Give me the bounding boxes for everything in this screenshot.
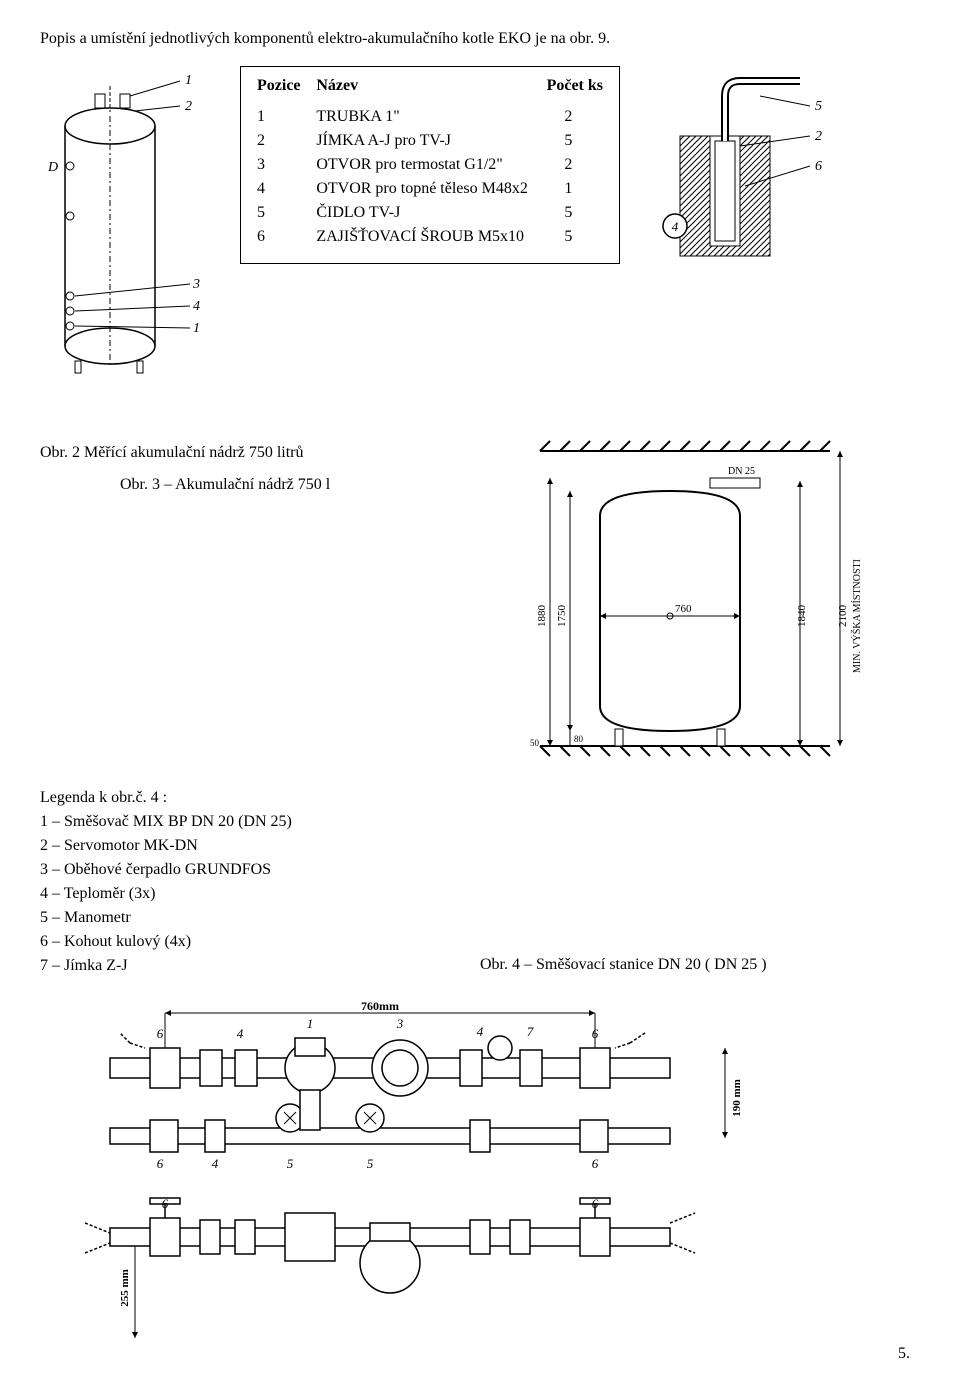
svg-text:4: 4 [477,1024,484,1039]
parts-table: Pozice Název Počet ks 1TRUBKA 1"2 2JÍMKA… [240,66,620,264]
hdr-nazev: Název [316,77,533,95]
svg-text:190 mm: 190 mm [731,1079,743,1117]
svg-text:MIN. VÝŠKA MÍSTNOSTI: MIN. VÝŠKA MÍSTNOSTI [851,559,863,673]
legend-item: 2 – Servomotor MK-DN [40,834,420,858]
svg-text:4: 4 [237,1026,244,1041]
svg-text:1840: 1840 [796,605,808,628]
hdr-pozice: Pozice [257,77,316,95]
table-row: 1TRUBKA 1"2 [257,105,603,129]
table-row: 3OTVOR pro termostat G1/2"2 [257,153,603,177]
fig4-diagram: 760mm 190 mm 255 mm [40,998,810,1348]
table-row: 2JÍMKA A-J pro TV-J5 [257,129,603,153]
table-row: 6ZAJIŠŤOVACÍ ŠROUB M5x105 [257,225,603,249]
svg-text:6: 6 [592,1026,599,1041]
legend-block: Legenda k obr.č. 4 : 1 – Směšovač MIX BP… [40,786,420,978]
svg-text:4: 4 [193,299,200,314]
top-row: D 1 2 3 4 1 Pozice Název Počet ks 1TRUBK… [40,66,920,406]
hdr-pocet: Počet ks [534,77,603,95]
page-number: 5. [898,1345,910,1363]
svg-text:4: 4 [212,1156,219,1171]
legend-item: 4 – Teploměr (3x) [40,882,420,906]
svg-text:2100: 2100 [837,605,849,628]
svg-text:2: 2 [185,99,192,114]
fig2-caption: Obr. 2 Měřící akumulační nádrž 750 litrů [40,444,440,462]
table-row: 4OTVOR pro topné těleso M48x21 [257,177,603,201]
svg-text:6: 6 [162,1196,169,1211]
svg-text:DN 25: DN 25 [728,466,755,477]
legend-row: Legenda k obr.č. 4 : 1 – Směšovač MIX BP… [40,786,920,978]
table-row: 5ČIDLO TV-J5 [257,201,603,225]
svg-text:6: 6 [592,1156,599,1171]
svg-text:1: 1 [193,321,200,336]
legend-title: Legenda k obr.č. 4 : [40,786,420,810]
svg-text:5: 5 [287,1156,294,1171]
svg-text:5: 5 [367,1156,374,1171]
svg-text:1750: 1750 [556,605,568,628]
svg-text:255 mm: 255 mm [119,1269,131,1307]
fig4-caption: Obr. 4 – Směšovací stanice DN 20 ( DN 25… [480,956,767,974]
intro-text: Popis a umístění jednotlivých komponentů… [40,30,920,48]
fig-tank-left: D 1 2 3 4 1 [40,66,220,406]
svg-text:5: 5 [815,99,822,114]
mid-row: Obr. 2 Měřící akumulační nádrž 750 litrů… [40,436,920,776]
legend-item: 5 – Manometr [40,906,420,930]
label-d: D [47,160,58,175]
legend-item: 6 – Kohout kulový (4x) [40,930,420,954]
svg-text:760mm: 760mm [361,999,399,1013]
legend-item: 7 – Jímka Z-J [40,954,420,978]
svg-text:50: 50 [530,738,540,748]
fig3-caption: Obr. 3 – Akumulační nádrž 750 l [120,476,440,494]
svg-text:7: 7 [527,1024,534,1039]
svg-text:3: 3 [396,1016,404,1031]
svg-text:4: 4 [672,219,679,234]
svg-text:760: 760 [675,603,692,615]
svg-text:6: 6 [592,1196,599,1211]
svg-text:1: 1 [307,1016,314,1031]
svg-text:80: 80 [574,734,584,744]
svg-text:6: 6 [815,159,822,174]
fig3-tank-diagram: DN 25 760 1750 1880 1840 MIN. VÝŠKA MÍST… [470,436,890,776]
svg-text:3: 3 [192,277,200,292]
svg-text:2: 2 [815,129,822,144]
svg-text:1: 1 [185,73,192,88]
svg-text:6: 6 [157,1026,164,1041]
svg-text:6: 6 [157,1156,164,1171]
legend-item: 3 – Oběhové čerpadlo GRUNDFOS [40,858,420,882]
svg-text:1880: 1880 [536,605,548,628]
fig-detail: 4 5 2 6 [640,66,840,286]
legend-item: 1 – Směšovač MIX BP DN 20 (DN 25) [40,810,420,834]
